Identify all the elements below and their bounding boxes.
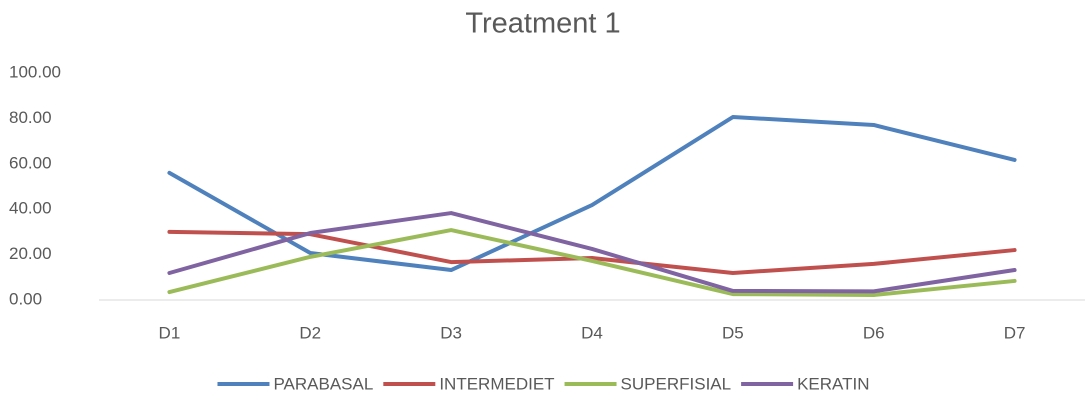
y-tick-label: 20.00 bbox=[9, 244, 52, 263]
chart-title: Treatment 1 bbox=[465, 8, 620, 40]
series-line bbox=[167, 211, 1017, 294]
y-tick-label: 60.00 bbox=[9, 153, 52, 172]
x-tick-label: D2 bbox=[299, 323, 321, 342]
y-tick-label: 40.00 bbox=[9, 199, 52, 218]
legend-label: SUPERFISIAL bbox=[621, 374, 732, 393]
x-tick-label: D4 bbox=[581, 323, 603, 342]
legend-label: KERATIN bbox=[797, 374, 869, 393]
x-tick-label: D7 bbox=[1004, 323, 1026, 342]
y-tick-label: 80.00 bbox=[9, 108, 52, 127]
legend-label: PARABASAL bbox=[273, 374, 373, 393]
legend-label: INTERMEDIET bbox=[439, 374, 554, 393]
series-line bbox=[167, 115, 1017, 273]
x-tick-label: D5 bbox=[722, 323, 744, 342]
x-tick-label: D1 bbox=[159, 323, 181, 342]
x-tick-label: D3 bbox=[440, 323, 462, 342]
x-tick-label: D6 bbox=[863, 323, 885, 342]
y-tick-label: 100.00 bbox=[9, 62, 61, 81]
series-line bbox=[167, 228, 1017, 298]
y-tick-label: 0.00 bbox=[9, 289, 42, 308]
